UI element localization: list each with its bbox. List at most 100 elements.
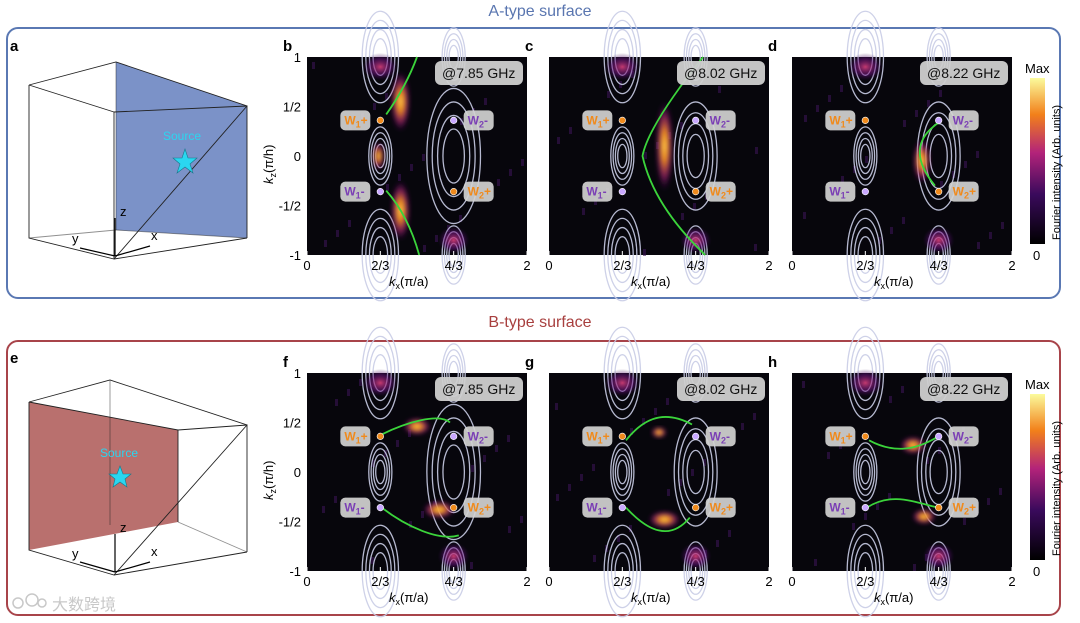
weyl-label-text: W1+: [586, 429, 609, 445]
weyl-label-box: [340, 426, 371, 447]
contour-ring: [441, 541, 466, 601]
contour-ring: [603, 524, 642, 618]
noise-dash: [592, 464, 595, 471]
source-label-a: Source: [163, 129, 201, 143]
noise-dash: [508, 526, 511, 533]
y-tick-label: 1/2: [283, 100, 301, 115]
contour-ring: [436, 114, 471, 198]
weyl-label-box: [825, 110, 856, 131]
weyl-label-text: W1+: [586, 113, 609, 129]
weyl-label-text: W2+: [953, 501, 976, 517]
weyl-point-W1-: [376, 188, 384, 196]
weyl-label-box: [340, 497, 371, 518]
weyl-label-text: W1-: [586, 501, 606, 517]
freq-text: @7.85 GHz: [442, 381, 515, 397]
weyl-label-w2-plus: W2+: [948, 181, 979, 202]
contour-ring: [607, 533, 638, 609]
contour-ring: [614, 453, 630, 491]
y-tick-label: 0: [294, 149, 301, 164]
noise-dash: [864, 513, 867, 520]
colorbar-gradient-top: [1030, 78, 1045, 244]
contour-ring: [846, 208, 885, 302]
contour-ring: [850, 19, 881, 95]
weyl-point-W1-: [861, 188, 869, 196]
noise-dash: [889, 396, 892, 403]
contour-ring: [365, 335, 396, 411]
contour-ring: [683, 225, 708, 285]
noise-dash: [681, 213, 684, 220]
weyl-label-box: [948, 426, 979, 447]
watermark-logo: [12, 593, 47, 609]
intensity-spot: [655, 101, 674, 192]
weyl-label-box: [463, 110, 494, 131]
warm-lobe: [847, 52, 884, 81]
colorbar-gradient-bottom: [1030, 394, 1045, 560]
contour-ring: [431, 101, 476, 211]
weyl-label-w1-plus: W1+: [825, 110, 856, 131]
contour-ring: [441, 343, 466, 403]
bulk-contours: [361, 326, 482, 618]
noise-dash: [409, 521, 412, 528]
noise-dash: [876, 503, 879, 510]
x-tick-label: 4/3: [930, 258, 948, 273]
colorbar-bottom: Max 0 Fourier intensity (Arb. units): [1025, 377, 1063, 579]
warm-lobe: [437, 226, 470, 255]
plot-area: [549, 373, 769, 571]
noise-dash: [556, 494, 559, 501]
contour-ring: [614, 236, 631, 274]
contour-ring: [617, 143, 628, 169]
panel-f: f W1+ W1- W2- W2+ @7.85 GHz 0 2/3 4/3 2 1 1/2 0 -1/2 -…: [261, 326, 531, 618]
contour-ring: [853, 126, 878, 186]
contour-ring: [677, 428, 714, 516]
weyl-point-W2-: [450, 432, 458, 440]
contour-ring: [614, 137, 630, 175]
noise-dash: [642, 418, 645, 425]
freq-badge: [435, 377, 523, 401]
panel-label-e: e: [10, 350, 18, 367]
noise-dash: [802, 381, 805, 388]
weyl-label-text: W2-: [953, 113, 973, 129]
warm-lobe: [679, 542, 712, 571]
weyl-label-text: W1+: [344, 113, 367, 129]
weyl-label-box: [825, 426, 856, 447]
weyl-point-W2+: [692, 188, 700, 196]
weyl-point-W1+: [376, 116, 384, 124]
weyl-label-w2-plus: W2+: [463, 181, 494, 202]
freq-text: @7.85 GHz: [442, 65, 515, 81]
noise-dash: [755, 147, 758, 154]
panel-label-a: a: [10, 38, 19, 55]
contour-ring: [607, 335, 638, 411]
contour-ring: [442, 444, 466, 500]
contour-ring: [368, 442, 393, 502]
noise-dash: [840, 85, 843, 92]
contour-ring: [375, 459, 386, 485]
contour-ring: [850, 217, 881, 293]
panel-label-c: c: [525, 38, 533, 55]
noise-dash: [827, 452, 830, 459]
x-axis-label: kx(π/a): [389, 590, 428, 607]
fermi-arc: [385, 56, 421, 256]
warm-lobe: [437, 542, 470, 571]
weyl-label-w1-plus: W1+: [825, 426, 856, 447]
weyl-point-W1+: [861, 432, 869, 440]
weyl-label-w2-minus: W2-: [948, 110, 979, 131]
noise-dash: [680, 122, 683, 129]
intensity-spot: [403, 417, 431, 436]
noise-dash: [322, 506, 325, 513]
contour-ring: [926, 225, 951, 285]
noise-dash: [814, 559, 817, 566]
schematic-e: e Source z y x: [10, 350, 248, 576]
weyl-label-w1-minus: W1-: [825, 497, 856, 518]
weyl-point-W2-: [935, 432, 943, 440]
weyl-point-W1+: [376, 432, 384, 440]
noise-dash: [754, 244, 757, 251]
contour-ring: [677, 112, 714, 200]
freq-text: @8.22 GHz: [927, 381, 1000, 397]
warm-lobe: [362, 52, 399, 81]
noise-dash: [629, 525, 632, 532]
noise-dash: [728, 530, 731, 537]
noise-dash: [999, 488, 1002, 495]
weyl-point-W2-: [450, 116, 458, 124]
freq-badge: [920, 377, 1008, 401]
weyl-label-w1-minus: W1-: [825, 181, 856, 202]
